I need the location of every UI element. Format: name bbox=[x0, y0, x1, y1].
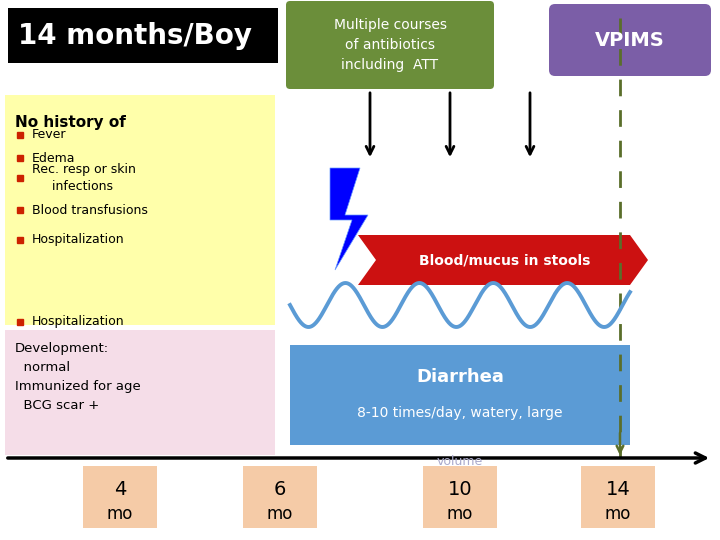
FancyBboxPatch shape bbox=[549, 4, 711, 76]
Text: Fever: Fever bbox=[32, 129, 66, 141]
Text: Blood/mucus in stools: Blood/mucus in stools bbox=[419, 254, 590, 268]
Text: Blood transfusions: Blood transfusions bbox=[32, 204, 148, 217]
Text: Rec. resp or skin
     infections: Rec. resp or skin infections bbox=[32, 164, 136, 192]
FancyBboxPatch shape bbox=[8, 8, 278, 63]
Text: Hospitalization: Hospitalization bbox=[32, 233, 125, 246]
Text: Edema: Edema bbox=[32, 152, 76, 165]
Text: mo: mo bbox=[107, 505, 133, 523]
FancyBboxPatch shape bbox=[290, 345, 630, 445]
Text: 10: 10 bbox=[448, 480, 472, 499]
Text: Multiple courses
of antibiotics
including  ATT: Multiple courses of antibiotics includin… bbox=[333, 18, 446, 71]
FancyBboxPatch shape bbox=[243, 466, 317, 528]
Text: Diarrhea: Diarrhea bbox=[416, 368, 504, 386]
Text: 8-10 times/day, watery, large: 8-10 times/day, watery, large bbox=[357, 406, 563, 420]
Text: Development:
  normal
Immunized for age
  BCG scar +: Development: normal Immunized for age BC… bbox=[15, 342, 140, 412]
Text: VPIMS: VPIMS bbox=[595, 30, 665, 50]
Text: mo: mo bbox=[267, 505, 293, 523]
Text: 14: 14 bbox=[606, 480, 631, 499]
Text: mo: mo bbox=[447, 505, 473, 523]
Text: mo: mo bbox=[605, 505, 631, 523]
Polygon shape bbox=[330, 168, 368, 270]
FancyBboxPatch shape bbox=[581, 466, 655, 528]
FancyBboxPatch shape bbox=[5, 330, 275, 455]
Text: volume: volume bbox=[437, 455, 483, 468]
Text: 4: 4 bbox=[114, 480, 126, 499]
FancyBboxPatch shape bbox=[83, 466, 157, 528]
Polygon shape bbox=[358, 235, 648, 285]
Text: Hospitalization: Hospitalization bbox=[32, 315, 125, 328]
Text: 6: 6 bbox=[274, 480, 286, 499]
FancyBboxPatch shape bbox=[423, 466, 497, 528]
FancyBboxPatch shape bbox=[5, 95, 275, 325]
Text: 14 months/Boy: 14 months/Boy bbox=[18, 22, 252, 50]
Text: No history of: No history of bbox=[15, 115, 126, 130]
FancyBboxPatch shape bbox=[286, 1, 494, 89]
